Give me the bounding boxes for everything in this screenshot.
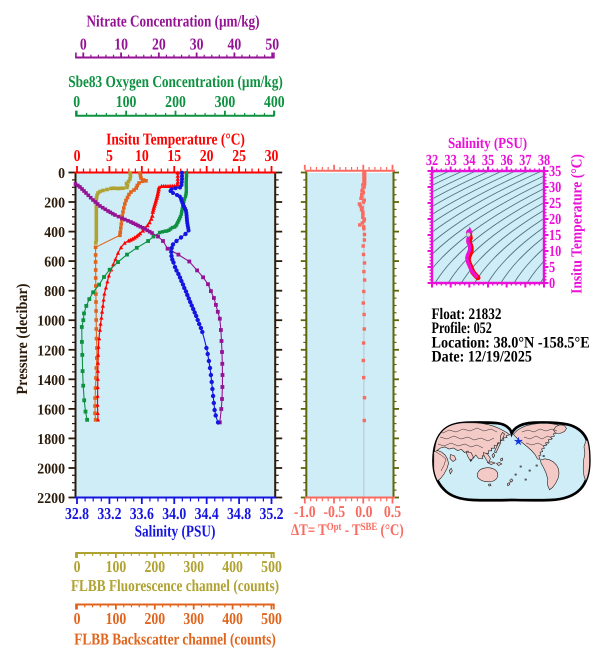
svg-text:37: 37 (519, 152, 532, 169)
svg-text:10: 10 (114, 34, 128, 53)
svg-text:0: 0 (74, 609, 81, 628)
svg-text:200: 200 (144, 609, 165, 628)
svg-text:35.2: 35.2 (259, 504, 283, 523)
svg-text:300: 300 (183, 557, 204, 576)
svg-text:33.2: 33.2 (97, 504, 121, 523)
svg-text:Salinity (PSU): Salinity (PSU) (448, 135, 527, 152)
svg-text:200: 200 (44, 196, 65, 212)
svg-text:0: 0 (549, 275, 555, 292)
svg-text:Salinity (PSU): Salinity (PSU) (135, 522, 216, 541)
svg-text:5: 5 (106, 146, 113, 165)
svg-text:FLBB Fluorescence channel (cou: FLBB Fluorescence channel (counts) (71, 576, 279, 595)
svg-text:32: 32 (426, 152, 439, 169)
svg-text:0: 0 (73, 92, 80, 111)
svg-text:0: 0 (58, 166, 65, 182)
svg-text:500: 500 (261, 557, 282, 576)
svg-text:600: 600 (44, 255, 65, 271)
svg-text:200: 200 (165, 92, 186, 111)
svg-text:30: 30 (190, 34, 204, 53)
svg-text:Pressure (decibar): Pressure (decibar) (14, 283, 31, 394)
svg-text:35: 35 (549, 163, 562, 180)
svg-text:100: 100 (116, 92, 137, 111)
svg-text:34.0: 34.0 (162, 504, 186, 523)
svg-text:100: 100 (106, 557, 127, 576)
svg-text:25: 25 (232, 146, 246, 165)
svg-text:-0.5: -0.5 (323, 502, 345, 521)
svg-text:25: 25 (549, 195, 562, 212)
svg-text:Profile: 052: Profile: 052 (432, 320, 492, 337)
svg-text:36: 36 (501, 152, 514, 169)
svg-text:1800: 1800 (37, 432, 65, 448)
svg-text:2000: 2000 (37, 461, 65, 477)
svg-text:300: 300 (215, 92, 236, 111)
svg-text:500: 500 (261, 609, 282, 628)
svg-text:Nitrate Concentration (µm/kg): Nitrate Concentration (µm/kg) (87, 12, 260, 31)
svg-text:400: 400 (264, 92, 285, 111)
svg-text:ΔT= TOpt - TSBE (°C): ΔT= TOpt - TSBE (°C) (291, 521, 404, 539)
svg-text:0.0: 0.0 (355, 502, 372, 521)
svg-text:300: 300 (183, 609, 204, 628)
svg-text:2200: 2200 (37, 491, 65, 507)
svg-text:20: 20 (200, 146, 214, 165)
svg-text:33: 33 (445, 152, 458, 169)
svg-text:1600: 1600 (37, 402, 65, 418)
svg-text:0.5: 0.5 (384, 502, 401, 521)
svg-text:0: 0 (74, 557, 81, 576)
svg-text:20: 20 (152, 34, 166, 53)
svg-text:33.6: 33.6 (130, 504, 154, 523)
svg-text:30: 30 (549, 179, 562, 196)
svg-text:34.4: 34.4 (195, 504, 219, 523)
svg-text:0: 0 (74, 146, 81, 165)
svg-text:Insitu Temperature (°C): Insitu Temperature (°C) (569, 154, 586, 294)
svg-text:50: 50 (265, 34, 279, 53)
svg-text:34.8: 34.8 (227, 504, 251, 523)
svg-text:-1.0: -1.0 (294, 502, 316, 521)
svg-text:Float: 21832: Float: 21832 (432, 306, 502, 323)
svg-text:15: 15 (167, 146, 181, 165)
svg-text:400: 400 (44, 225, 65, 241)
svg-text:800: 800 (44, 284, 65, 300)
svg-text:35: 35 (482, 152, 495, 169)
svg-text:40: 40 (228, 34, 242, 53)
svg-text:200: 200 (144, 557, 165, 576)
svg-text:Date: 12/19/2025: Date: 12/19/2025 (432, 348, 532, 365)
svg-text:1000: 1000 (37, 314, 65, 330)
svg-text:10: 10 (135, 146, 149, 165)
svg-text:10: 10 (549, 243, 562, 260)
svg-text:34: 34 (463, 152, 476, 169)
svg-text:5: 5 (549, 259, 555, 276)
svg-text:100: 100 (106, 609, 127, 628)
svg-text:400: 400 (222, 557, 243, 576)
svg-text:400: 400 (222, 609, 243, 628)
svg-text:1400: 1400 (37, 373, 65, 389)
svg-text:1200: 1200 (37, 343, 65, 359)
svg-text:30: 30 (265, 146, 279, 165)
svg-text:15: 15 (549, 227, 562, 244)
svg-text:FLBB Backscatter channel (coun: FLBB Backscatter channel (counts) (74, 630, 275, 649)
svg-text:38: 38 (538, 152, 551, 169)
svg-text:Insitu Temperature (°C): Insitu Temperature (°C) (106, 130, 245, 149)
svg-text:Sbe83 Oxygen Concentration (µm: Sbe83 Oxygen Concentration (µm/kg) (68, 72, 283, 91)
svg-text:Location: 38.0°N -158.5°E: Location: 38.0°N -158.5°E (432, 335, 590, 352)
svg-text:32.8: 32.8 (65, 504, 89, 523)
svg-text:20: 20 (549, 211, 562, 228)
svg-text:0: 0 (80, 34, 87, 53)
